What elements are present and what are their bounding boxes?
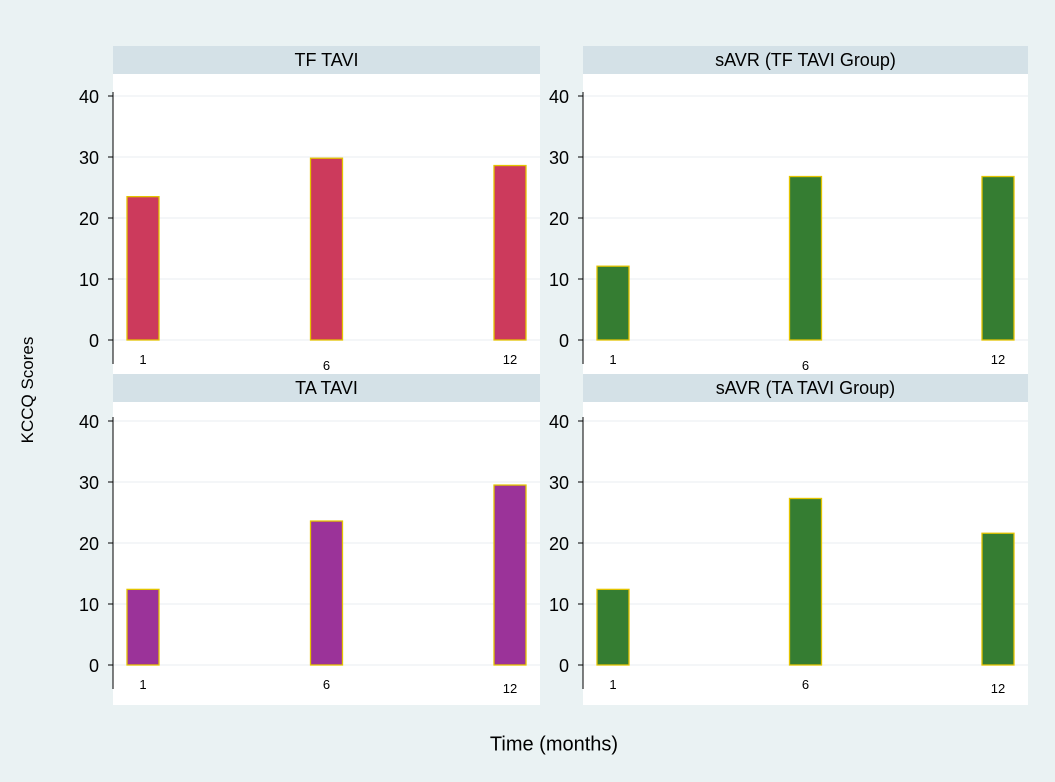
y-tick-label: 0	[559, 331, 569, 351]
y-tick-label: 0	[559, 656, 569, 676]
y-tick-label: 10	[79, 270, 99, 290]
x-tick-label: 6	[323, 677, 330, 692]
y-tick-label: 30	[549, 473, 569, 493]
bar	[126, 195, 160, 341]
bar	[493, 484, 527, 666]
y-tick-label: 10	[79, 595, 99, 615]
y-tick-label: 0	[89, 656, 99, 676]
y-tick-label: 40	[549, 412, 569, 432]
x-tick-label: 6	[802, 677, 809, 692]
y-tick-label: 30	[79, 473, 99, 493]
x-tick-label: 12	[991, 352, 1005, 367]
bar	[981, 175, 1015, 341]
bar	[596, 265, 630, 341]
y-tick-label: 30	[79, 148, 99, 168]
y-tick-label: 40	[79, 412, 99, 432]
x-tick-label: 6	[802, 358, 809, 373]
x-tick-label: 6	[323, 358, 330, 373]
bar	[493, 164, 527, 341]
x-tick-label: 1	[139, 352, 146, 367]
x-tick-label: 1	[139, 677, 146, 692]
y-tick-label: 20	[549, 534, 569, 554]
y-tick-label: 10	[549, 270, 569, 290]
panel-title: sAVR (TF TAVI Group)	[583, 46, 1028, 74]
bar	[309, 157, 344, 341]
panel-title: TF TAVI	[113, 46, 540, 74]
bar	[126, 588, 160, 666]
y-tick-label: 20	[79, 534, 99, 554]
y-tick-label: 20	[549, 209, 569, 229]
bar	[788, 497, 823, 666]
x-tick-label: 12	[503, 352, 517, 367]
panel-title: TA TAVI	[113, 374, 540, 402]
bar	[309, 520, 344, 666]
y-tick-label: 40	[79, 87, 99, 107]
y-tick-label: 20	[79, 209, 99, 229]
x-tick-label: 12	[991, 681, 1005, 696]
y-axis-label: KCCQ Scores	[18, 336, 37, 444]
y-tick-label: 10	[549, 595, 569, 615]
bar	[981, 532, 1015, 666]
bar	[788, 175, 823, 341]
x-tick-label: 1	[609, 352, 616, 367]
y-tick-label: 30	[549, 148, 569, 168]
y-tick-label: 40	[549, 87, 569, 107]
y-tick-label: 0	[89, 331, 99, 351]
x-axis-label: Time (months)	[489, 733, 619, 756]
x-tick-label: 12	[503, 681, 517, 696]
x-tick-label: 1	[609, 677, 616, 692]
bar	[596, 588, 630, 666]
panel-title: sAVR (TA TAVI Group)	[583, 374, 1028, 402]
